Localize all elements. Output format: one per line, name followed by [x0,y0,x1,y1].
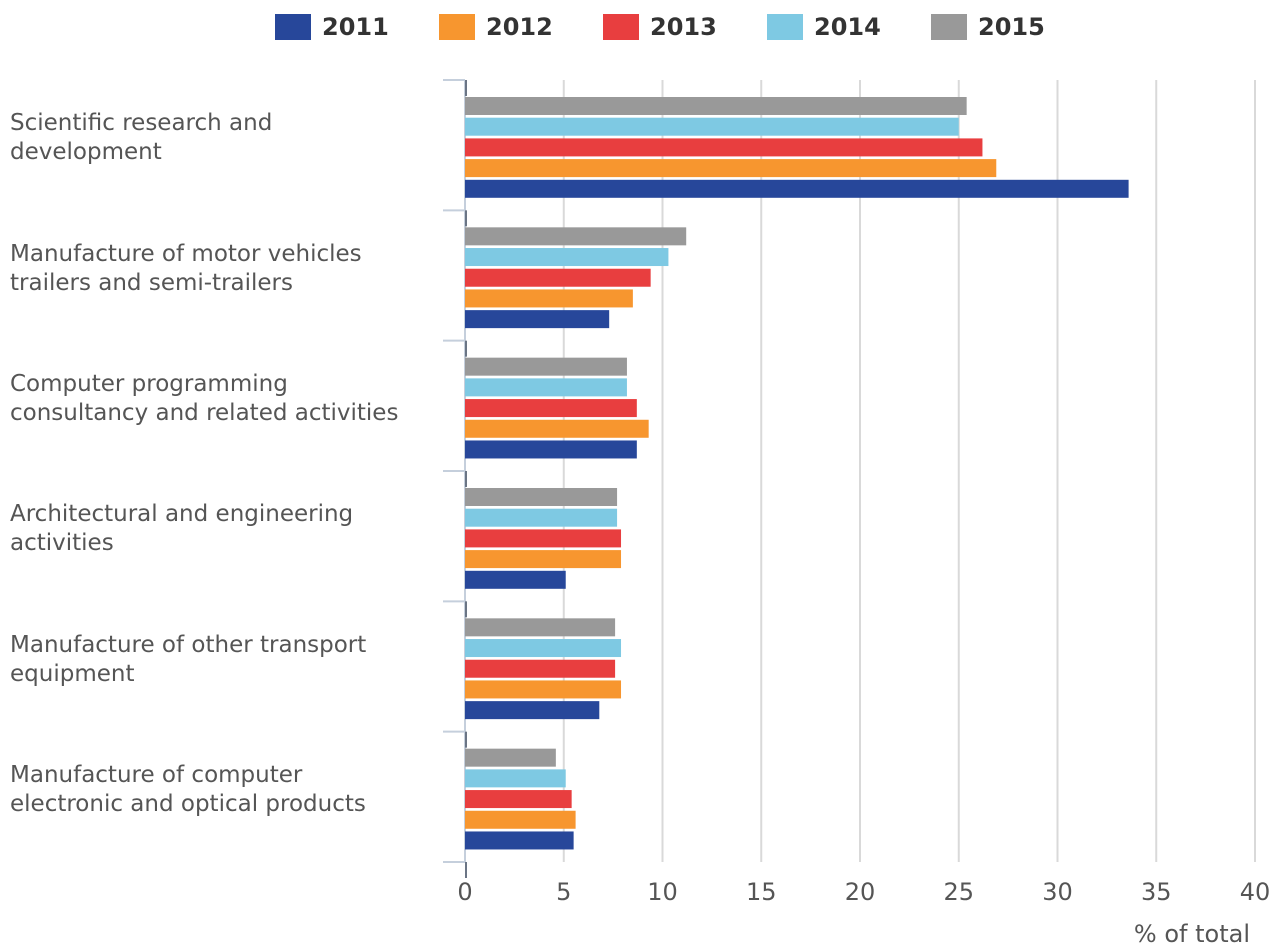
x-tick-label: 5 [556,878,571,906]
legend-label: 2015 [978,13,1045,41]
bar [465,659,616,678]
legend-swatch [767,14,803,40]
bar [465,639,622,658]
x-tick-label: 20 [845,878,876,906]
x-tick-label: 0 [457,878,472,906]
bar [465,310,610,329]
bar [465,117,959,136]
legend-label: 2013 [650,13,717,41]
bar [465,248,669,267]
bar [465,488,618,506]
legend-swatch [275,14,311,40]
legend-label: 2012 [486,13,553,41]
category-label: Manufacture of other transport equipment [10,631,367,687]
bar [465,419,649,438]
bar [465,159,997,178]
bar [465,810,576,829]
x-tick-label: 30 [1042,878,1073,906]
category-label: Manufacture of motor vehicles trailers a… [10,240,362,296]
x-tick-label: 10 [647,878,678,906]
bar [465,790,572,809]
bar [465,550,622,569]
bar [465,769,566,788]
x-tick-label: 35 [1141,878,1172,906]
category-label: Architectural and engineering activities [10,501,354,557]
bar [465,618,616,637]
bar [465,378,627,397]
x-tick-label: 40 [1240,878,1271,906]
legend-swatch [439,14,475,40]
bar [465,179,1129,198]
bar [465,440,637,459]
bar [465,399,637,418]
category-label: Scientific research and development [10,110,273,166]
bar [465,570,566,589]
bar [465,138,983,157]
bar [465,508,618,527]
x-axis-label: % of total [1134,920,1250,947]
bar [465,97,967,115]
bar [465,357,627,376]
bar [465,831,574,850]
category-label: Manufacture of computer electronic and o… [10,761,366,817]
legend-swatch [603,14,639,40]
legend-label: 2014 [814,13,881,41]
legend-swatch [931,14,967,40]
x-tick-label: 15 [746,878,777,906]
x-tick-label: 25 [943,878,974,906]
bar [465,701,600,720]
category-label: Computer programming consultancy and rel… [10,370,399,426]
bar [465,748,556,767]
legend-label: 2011 [322,13,389,41]
bar [465,227,687,246]
bar [465,529,622,548]
bar [465,268,651,287]
bar [465,680,622,699]
bar [465,289,633,308]
